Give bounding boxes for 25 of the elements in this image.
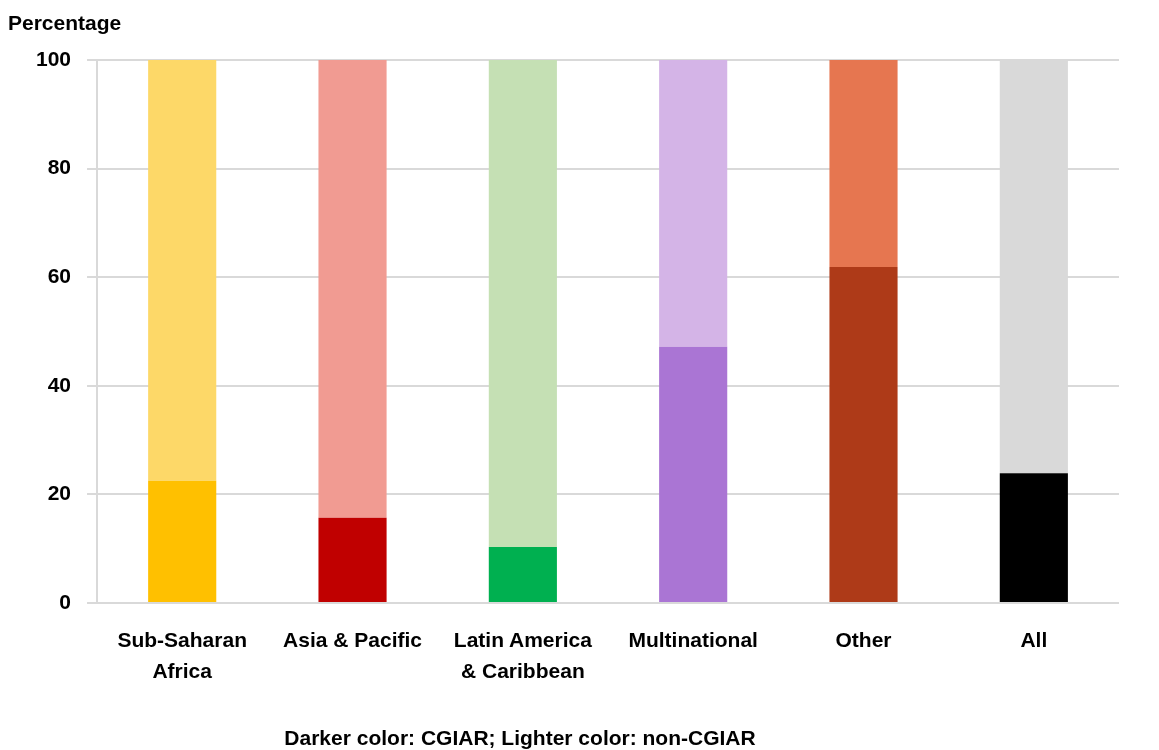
- bar: [148, 480, 217, 602]
- bar: [318, 517, 387, 602]
- x-tick-label: Asia & Pacific: [283, 627, 423, 651]
- bar: [488, 60, 557, 548]
- y-tick-label: 100: [35, 46, 72, 70]
- x-tick-label: Multinational: [628, 627, 758, 651]
- x-tick-label: All: [1020, 627, 1048, 651]
- y-tick-label: 20: [47, 481, 72, 505]
- y-tick-label: 60: [47, 264, 72, 287]
- x-tick-label: Latin America & Caribbean: [453, 627, 593, 683]
- x-tick-label: Sub-Saharan Africa: [117, 627, 247, 683]
- bar: [488, 547, 557, 602]
- bar: [999, 473, 1068, 602]
- bar: [829, 266, 898, 602]
- y-axis-title: Percentage: [8, 11, 122, 34]
- bar: [659, 60, 728, 347]
- bar: [148, 60, 217, 481]
- y-tick-label: 80: [47, 155, 72, 179]
- y-tick-label: 0: [59, 589, 72, 613]
- y-tick-label: 40: [47, 372, 72, 396]
- bar: [318, 60, 387, 518]
- x-tick-label: Other: [835, 627, 892, 651]
- bar: [659, 346, 728, 602]
- text: Darker color: CGIAR; Lighter color: non-CGIAR: [284, 726, 756, 749]
- bar: [829, 60, 898, 267]
